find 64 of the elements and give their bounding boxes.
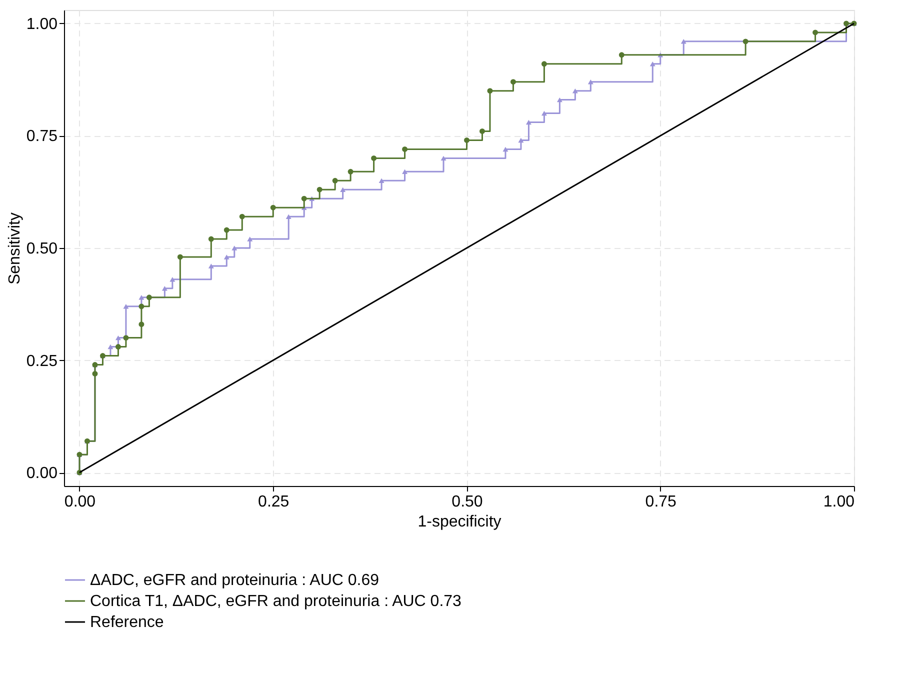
x-axis-title: 1-specificity (418, 514, 502, 530)
x-tick-label: 0.75 (645, 494, 677, 510)
point (123, 304, 129, 309)
point (510, 79, 516, 85)
point (440, 156, 446, 161)
point (138, 304, 144, 310)
point (138, 295, 144, 300)
y-tick-label: 0.00 (26, 465, 58, 482)
x-tick-label: 1.00 (823, 494, 855, 510)
point (526, 120, 532, 125)
point (402, 169, 408, 174)
point (348, 168, 354, 174)
point (541, 61, 547, 67)
point (464, 137, 470, 143)
point (301, 196, 307, 202)
point (518, 138, 524, 143)
point (402, 146, 408, 152)
point (541, 110, 547, 116)
legend-label: Reference (90, 614, 164, 631)
x-tick-label: 0.50 (452, 494, 483, 510)
y-axis-title: Sensitivity (6, 212, 24, 285)
point (742, 38, 748, 44)
point (170, 277, 176, 282)
point (208, 236, 214, 242)
point (224, 227, 230, 233)
point (108, 344, 114, 350)
point (618, 52, 624, 58)
y-tick-label: 1.00 (26, 16, 58, 33)
legend-label: Cortica T1, ΔADC, eGFR and proteinuria : AUC 0.73 (90, 593, 462, 610)
point (487, 88, 493, 94)
point (650, 62, 656, 66)
point (92, 371, 98, 376)
point (812, 30, 818, 36)
point (371, 155, 377, 161)
point (177, 254, 183, 260)
point (588, 79, 594, 84)
point (138, 322, 144, 328)
point (232, 246, 238, 250)
point (208, 264, 214, 268)
y-tick-label: 0.25 (26, 352, 58, 370)
point (286, 214, 292, 219)
y-tick-label: 0.50 (26, 240, 58, 258)
point (502, 146, 508, 152)
point (115, 335, 121, 340)
x-tick-label: 0.00 (64, 494, 96, 510)
point (332, 178, 338, 184)
legend-label: ΔADC, eGFR and proteinuria : AUC 0.69 (90, 572, 380, 589)
point (572, 88, 578, 94)
point (224, 254, 230, 260)
point (270, 204, 276, 210)
y-tick-label: 0.75 (26, 128, 58, 146)
point (162, 286, 168, 291)
point (316, 186, 322, 192)
point (247, 236, 253, 242)
point (556, 97, 562, 102)
point (479, 128, 485, 134)
point (239, 214, 245, 220)
point (340, 187, 346, 192)
point (115, 344, 121, 350)
point (146, 294, 152, 300)
point (378, 178, 384, 184)
point (680, 39, 686, 44)
x-tick-label: 0.25 (258, 494, 290, 510)
point (123, 335, 129, 341)
